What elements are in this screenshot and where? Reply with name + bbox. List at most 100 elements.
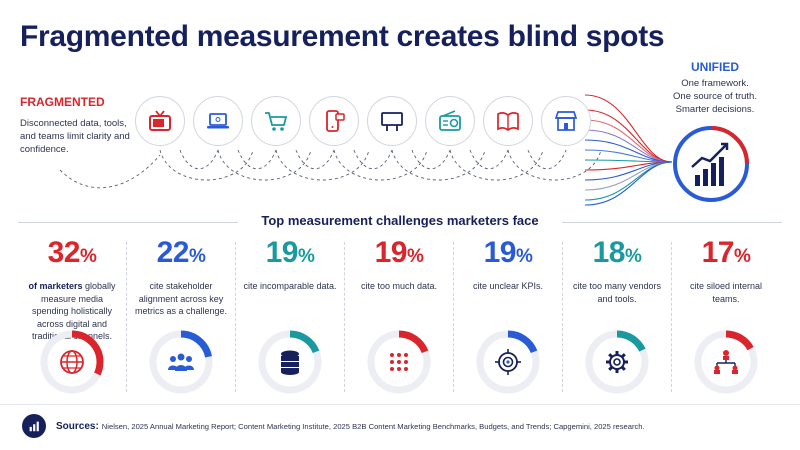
column-separator xyxy=(126,242,127,392)
dashed-connector xyxy=(353,149,393,169)
stat-description: cite stakeholder alignment across key me… xyxy=(134,281,228,316)
column-separator xyxy=(344,242,345,392)
dashed-connector xyxy=(59,154,161,189)
percent-symbol: % xyxy=(79,246,97,267)
fragmented-heading: FRAGMENTED xyxy=(20,95,105,109)
stat-percentage: 19% xyxy=(240,236,340,274)
stat-column: 17% cite siloed internal teams. xyxy=(676,236,776,401)
donut-fill xyxy=(585,330,649,394)
divider-left xyxy=(18,222,238,223)
sources-body: Nielsen, 2025 Annual Marketing Report; C… xyxy=(101,422,645,431)
stat-column: 18% cite too many vendors and tools. xyxy=(567,236,667,401)
donut-fill xyxy=(40,330,104,394)
percent-symbol: % xyxy=(515,246,533,267)
dashed-connector xyxy=(469,149,509,169)
progress-donut xyxy=(585,330,649,394)
stat-percentage: 19% xyxy=(349,236,449,274)
channel-icon-row xyxy=(135,96,591,152)
footer: Sources: Nielsen, 2025 Annual Marketing R… xyxy=(0,404,800,450)
stat-percentage: 19% xyxy=(458,236,558,274)
progress-donut xyxy=(476,330,540,394)
storefront-icon xyxy=(541,96,591,146)
percent-symbol: % xyxy=(188,246,206,267)
stat-value: 22 xyxy=(156,236,190,269)
dashed-connector xyxy=(507,149,602,181)
globe-icon xyxy=(60,350,84,374)
dashed-connector xyxy=(411,149,451,169)
dot-grid-icon xyxy=(390,353,408,371)
column-separator xyxy=(671,242,672,392)
dashed-connector xyxy=(449,149,544,181)
fragmented-description: Disconnected data, tools, and teams limi… xyxy=(20,118,130,155)
progress-donut xyxy=(694,330,758,394)
percent-symbol: % xyxy=(733,246,751,267)
donut-fill xyxy=(476,330,540,394)
dashed-connector xyxy=(275,149,370,181)
tv-icon xyxy=(135,96,185,146)
stat-percentage: 17% xyxy=(676,236,776,274)
percent-symbol: % xyxy=(624,246,642,267)
dashed-connector xyxy=(159,149,254,181)
stat-description: of marketers globally measure media spen… xyxy=(28,281,116,341)
stat-column: 19% cite unclear KPIs. xyxy=(458,236,558,401)
connector-line xyxy=(584,161,673,201)
dashed-connector xyxy=(391,149,486,181)
donut-fill xyxy=(149,330,213,394)
unified-line-3: Smarter decisions. xyxy=(675,104,755,115)
dashed-connector xyxy=(179,149,219,169)
dashed-connector xyxy=(527,149,567,169)
connector-line xyxy=(584,129,673,163)
gear-icon xyxy=(606,351,628,373)
stat-value: 32 xyxy=(47,236,81,269)
fragmented-block: FRAGMENTED Disconnected data, tools, and… xyxy=(20,95,140,156)
stat-percentage: 18% xyxy=(567,236,667,274)
unified-block: UNIFIED One framework. One source of tru… xyxy=(660,60,770,116)
stat-value: 18 xyxy=(592,236,626,269)
connector-line xyxy=(584,109,673,163)
dashed-connector xyxy=(217,149,312,181)
stat-description: cite too much data. xyxy=(360,281,438,291)
radio-icon xyxy=(425,96,475,146)
column-separator xyxy=(453,242,454,392)
org-chart-icon xyxy=(714,350,738,374)
percent-symbol: % xyxy=(406,246,424,267)
stats-row: 32% of marketers globally measure media s… xyxy=(18,236,782,401)
database-icon xyxy=(281,350,299,375)
people-group-icon xyxy=(168,353,194,371)
stat-value: 17 xyxy=(701,236,735,269)
progress-donut xyxy=(40,330,104,394)
unified-line-2: One source of truth. xyxy=(673,91,757,102)
unified-line-1: One framework. xyxy=(681,78,749,89)
billboard-icon xyxy=(367,96,417,146)
stat-description: cite unclear KPIs. xyxy=(472,281,544,291)
stat-description: cite siloed internal teams. xyxy=(689,281,763,304)
donut-fill xyxy=(258,330,322,394)
sources-label: Sources: xyxy=(56,421,99,432)
donut-fill xyxy=(694,330,758,394)
stat-description-emphasis: of marketers xyxy=(28,281,83,291)
shopping-cart-icon xyxy=(251,96,301,146)
donut-fill xyxy=(367,330,431,394)
stat-column: 19% cite incomparable data. xyxy=(240,236,340,401)
stat-column: 19% cite too much data. xyxy=(349,236,449,401)
stat-value: 19 xyxy=(265,236,299,269)
stat-description: cite incomparable data. xyxy=(243,281,337,291)
bar-chart-icon xyxy=(22,414,46,438)
column-separator xyxy=(235,242,236,392)
progress-donut xyxy=(367,330,431,394)
column-separator xyxy=(562,242,563,392)
open-book-icon xyxy=(483,96,533,146)
dashed-connector xyxy=(333,149,428,181)
percent-symbol: % xyxy=(297,246,315,267)
divider-right xyxy=(562,222,782,223)
stat-value: 19 xyxy=(483,236,517,269)
section-title: Top measurement challenges marketers fac… xyxy=(0,213,800,228)
stat-percentage: 22% xyxy=(131,236,231,274)
rising-bar-chart-icon xyxy=(673,126,749,202)
unified-heading: UNIFIED xyxy=(691,60,739,74)
progress-donut xyxy=(149,330,213,394)
mobile-phone-icon xyxy=(309,96,359,146)
stat-column: 22% cite stakeholder alignment across key… xyxy=(131,236,231,401)
connector-line xyxy=(584,94,673,163)
